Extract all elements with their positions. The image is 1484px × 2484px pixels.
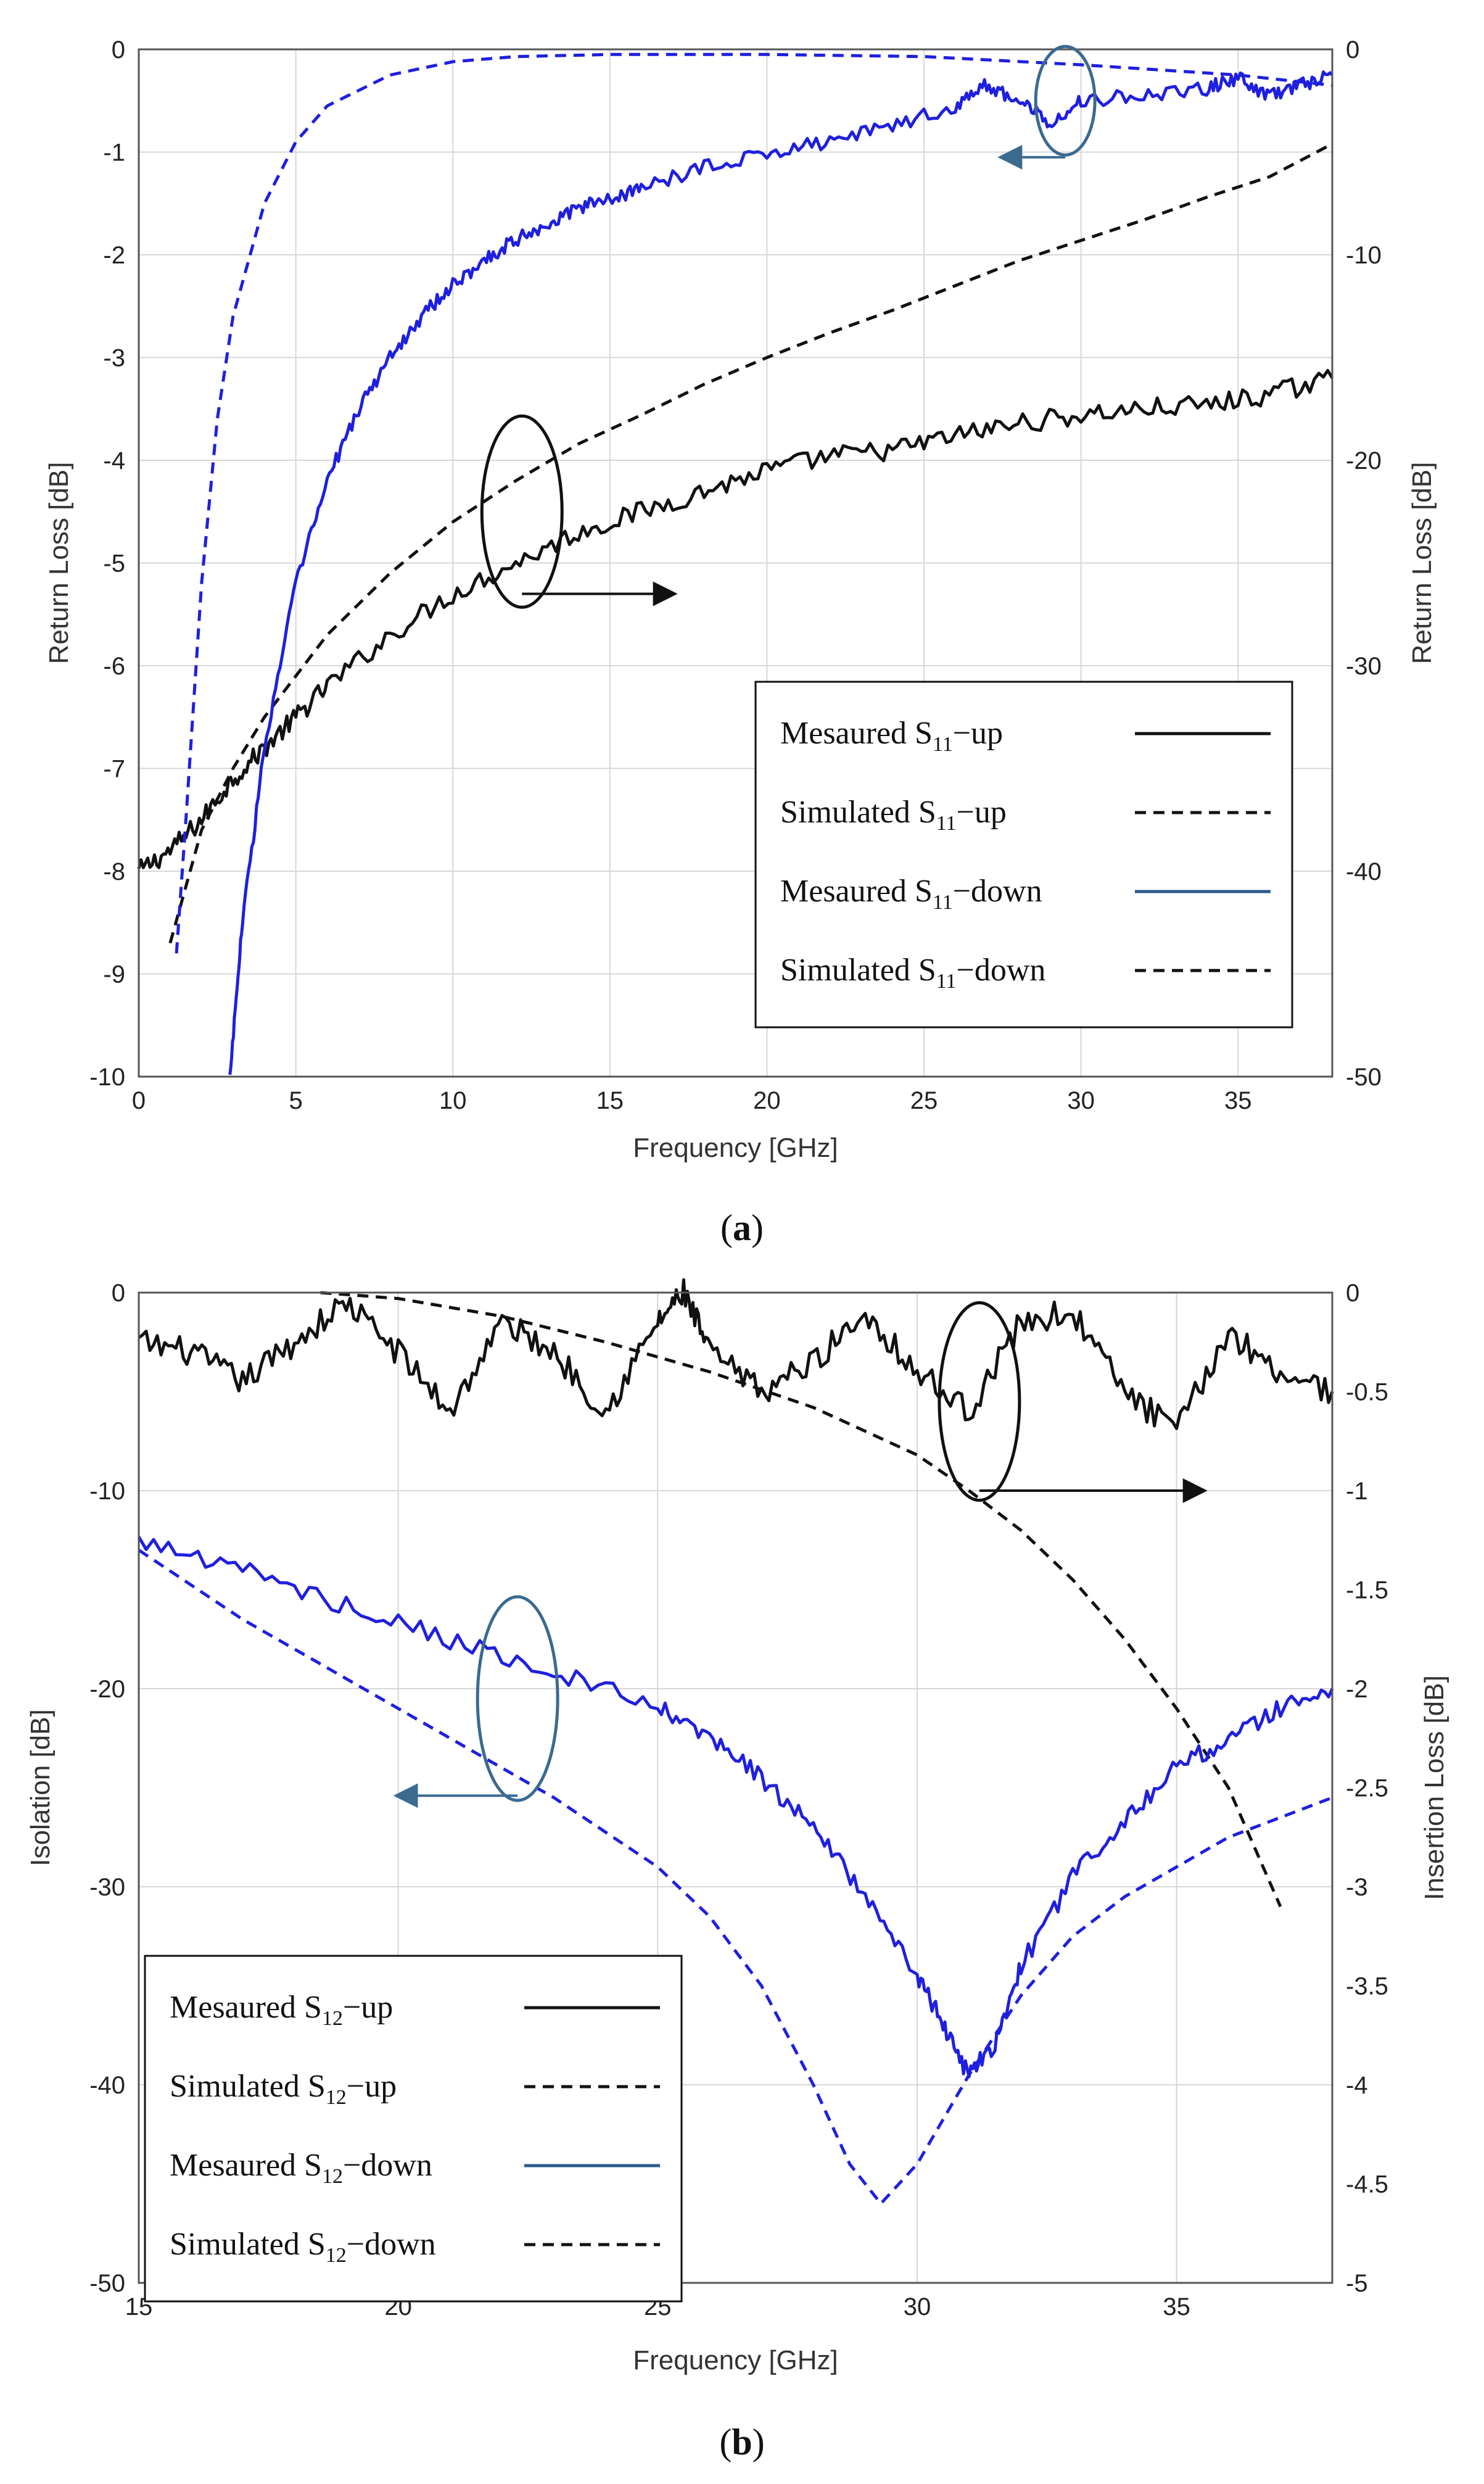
y-left-tick-label: -40 (89, 2072, 125, 2099)
y-right-tick-label: -40 (1346, 858, 1382, 885)
x-tick-label: 35 (1224, 1087, 1252, 1114)
y-right-tick-label: -0.5 (1346, 1379, 1388, 1406)
chart-a-left-y-axis-label: Return Loss [dB] (44, 462, 74, 664)
chart-a-annotations (480, 44, 1097, 609)
series-line-mesaured-s11-down (228, 70, 1334, 1075)
y-right-tick-label: -1.5 (1346, 1577, 1388, 1604)
chart-b-left-y-axis-label: Isolation [dB] (25, 1709, 56, 1866)
series-line-mesaured-s12-up (138, 1278, 1334, 1430)
series-line-simulated-s12-up (320, 1291, 1282, 1908)
x-tick-label: 35 (1163, 2293, 1190, 2320)
chart-a-right-y-axis-label: Return Loss [dB] (1407, 462, 1437, 664)
y-left-tick-label: 0 (112, 36, 125, 64)
x-tick-label: 0 (132, 1087, 146, 1114)
legend-entry-label: Simulated S11−up (780, 795, 1007, 835)
annotation-ellipse (480, 414, 564, 609)
y-right-tick-label: -2.5 (1346, 1775, 1388, 1802)
y-left-tick-label: -2 (103, 242, 125, 269)
y-right-tick-label: -5 (1346, 2270, 1368, 2297)
chart-panel-a: 0 5 10 15 20 25 30 35 0 -1 -2 -3 -4 -5 -6 -7 -8 -9 -10 0 -10… (44, 36, 1437, 1248)
legend-entry-label: Mesaured S11−down (780, 874, 1042, 914)
x-tick-label: 10 (439, 1087, 467, 1114)
y-left-tick-label: -10 (89, 1064, 125, 1091)
chart-b-annotations (393, 1301, 1208, 1808)
annotation-ellipse (1034, 44, 1097, 157)
x-tick-label: 30 (904, 2293, 931, 2320)
y-right-tick-label: 0 (1346, 36, 1359, 64)
y-left-tick-label: -50 (89, 2270, 125, 2297)
y-right-tick-label: -50 (1346, 1064, 1382, 1091)
y-left-tick-label: -8 (103, 858, 125, 885)
y-left-tick-label: 0 (112, 1280, 125, 1307)
series-line-simulated-s11-up (168, 142, 1334, 944)
y-left-tick-label: -6 (103, 653, 125, 680)
chart-b-right-y-axis-label: Insertion Loss [dB] (1419, 1675, 1449, 1900)
y-right-tick-label: 0 (1346, 1280, 1359, 1307)
legend-box (754, 681, 1293, 1029)
legend-entry-label: Mesaured S12−down (170, 2148, 432, 2188)
y-left-tick-label: -4 (103, 447, 125, 474)
y-right-tick-label: -20 (1346, 447, 1382, 474)
legend-box (144, 1955, 683, 2303)
legend-entry-label: Simulated S11−down (780, 953, 1045, 993)
legend-entry-label: Simulated S12−up (170, 2069, 397, 2109)
chart-a-plot-frame (138, 48, 1334, 1078)
y-left-tick-label: -5 (103, 550, 125, 578)
x-tick-label: 5 (289, 1087, 302, 1114)
y-right-tick-label: -4 (1346, 2072, 1368, 2099)
chart-a-legend: Mesaured S11−up Simulated S11−up Mesaured … (754, 681, 1293, 1029)
y-right-tick-label: -1 (1346, 1478, 1368, 1505)
y-left-tick-label: -20 (89, 1676, 125, 1703)
chart-a-grid (138, 49, 1332, 1077)
y-left-tick-label: -30 (89, 1874, 125, 1901)
y-right-tick-label: -2 (1346, 1676, 1368, 1703)
annotation-ellipse (476, 1595, 559, 1802)
legend-entry-label: Mesaured S12−up (170, 1990, 393, 2030)
y-right-tick-label: -4.5 (1346, 2171, 1388, 2198)
chart-a-x-axis-label: Frequency [GHz] (633, 1133, 838, 1163)
y-left-tick-label: -7 (103, 756, 125, 783)
x-tick-label: 25 (910, 1087, 938, 1114)
x-tick-label: 20 (753, 1087, 781, 1114)
y-left-tick-label: -3 (103, 345, 125, 372)
chart-panel-b: 15 20 25 30 350-10-20-30-40-500-0.5-1-1.5-2-… (25, 1278, 1449, 2462)
chart-b-plot-frame (138, 1291, 1334, 2284)
chart-b-x-axis-label: Frequency [GHz] (633, 2345, 838, 2375)
y-left-tick-label: -1 (103, 139, 125, 167)
y-right-tick-label: -30 (1346, 653, 1382, 680)
x-tick-label: 15 (596, 1087, 624, 1114)
series-line-simulated-s12-down (138, 1549, 1333, 2206)
legend-entry-label: Mesaured S11−up (780, 716, 1003, 756)
annotation-ellipse (938, 1301, 1021, 1502)
y-right-tick-label: -10 (1346, 242, 1382, 269)
series-line-mesaured-s11-up (137, 368, 1334, 869)
chart-a-series (137, 52, 1334, 1075)
chart-b-caption: (b) (719, 2422, 764, 2462)
y-right-tick-label: -3.5 (1346, 1973, 1388, 2000)
chart-b-legend: Mesaured S12−up Simulated S12−up Mesaured … (144, 1955, 683, 2303)
x-tick-label: 30 (1067, 1087, 1095, 1114)
y-left-tick-label: -9 (103, 961, 125, 988)
y-right-tick-label: -3 (1346, 1874, 1368, 1901)
chart-b-tick-labels: 15 20 25 30 350-10-20-30-40-500-0.5-1-1.5-2-… (89, 1280, 1388, 2320)
legend-entry-label: Simulated S12−down (170, 2227, 436, 2267)
chart-a-caption: (a) (720, 1207, 764, 1248)
chart-a-tick-labels: 0 5 10 15 20 25 30 35 0 -1 -2 -3 -4 -5 -6 -7 -8 -9 -10 0 -10… (89, 36, 1382, 1114)
y-left-tick-label: -10 (89, 1478, 125, 1505)
